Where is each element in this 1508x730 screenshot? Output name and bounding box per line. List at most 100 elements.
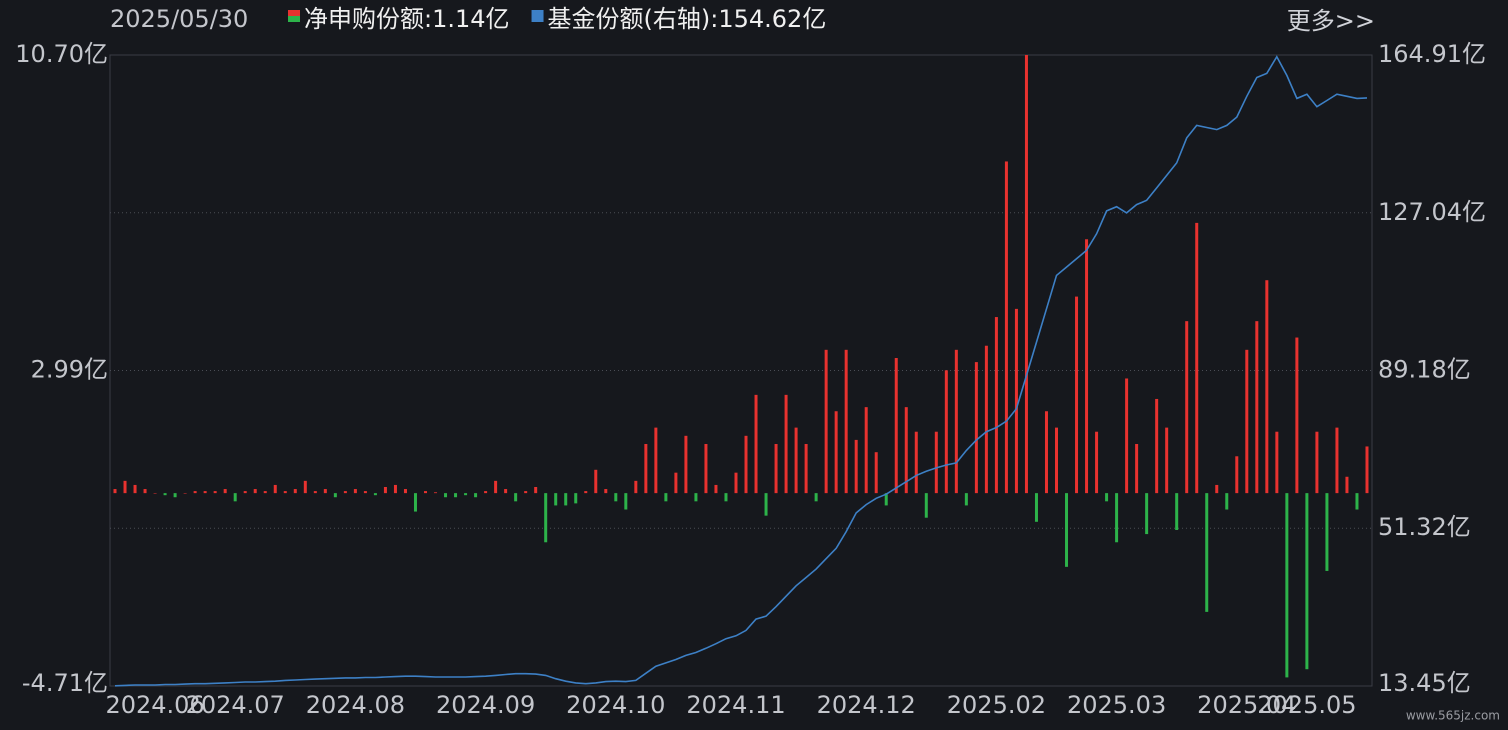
bar — [1275, 431, 1279, 494]
bar — [594, 469, 598, 494]
bar — [464, 493, 468, 496]
x-tick-label: 2024.07 — [186, 691, 285, 719]
bar — [1165, 427, 1169, 494]
bar — [373, 493, 377, 496]
more-link[interactable]: 更多>> — [1287, 7, 1375, 35]
bar — [243, 491, 247, 494]
bar — [854, 439, 858, 494]
bar — [323, 489, 327, 494]
bar — [1365, 446, 1369, 494]
bar — [233, 493, 237, 502]
bar — [1265, 280, 1269, 494]
bar — [253, 489, 257, 494]
bar — [784, 394, 788, 494]
bar — [1105, 493, 1109, 502]
bar — [994, 317, 998, 494]
bar — [544, 493, 548, 543]
bar — [203, 491, 207, 494]
bar — [1155, 398, 1159, 494]
y2-tick-label: 13.45亿 — [1378, 669, 1471, 697]
bar — [514, 493, 518, 502]
y-tick-label: -4.71亿 — [22, 669, 108, 697]
bar — [584, 491, 588, 494]
bar — [664, 493, 668, 502]
x-tick-label: 2024.11 — [686, 691, 785, 719]
bar — [183, 493, 187, 494]
y2-tick-label: 127.04亿 — [1378, 198, 1486, 226]
bar — [654, 427, 658, 494]
bar — [734, 472, 738, 494]
bar — [914, 431, 918, 494]
bar — [113, 489, 117, 494]
watermark: www.565jz.com — [1406, 709, 1500, 723]
bar — [964, 493, 968, 506]
bar — [1215, 484, 1219, 494]
bar — [1195, 222, 1199, 494]
bar — [193, 491, 197, 494]
bar — [1245, 349, 1249, 494]
bar — [954, 349, 958, 494]
bar — [1095, 431, 1099, 494]
legend-swatch — [531, 10, 544, 22]
bar — [313, 491, 317, 494]
bar — [1225, 493, 1229, 510]
bar — [1085, 239, 1089, 494]
bar — [1315, 431, 1319, 494]
bar — [173, 493, 177, 498]
bar — [744, 435, 748, 494]
bar — [814, 493, 818, 502]
date-label: 2025/05/30 — [110, 5, 248, 33]
bar — [1135, 444, 1139, 494]
bar — [223, 489, 227, 494]
bar — [1055, 427, 1058, 494]
bar — [524, 491, 528, 494]
x-tick-label: 2024.10 — [566, 691, 665, 719]
bar — [894, 358, 898, 494]
bar — [1034, 493, 1038, 522]
bar — [604, 489, 608, 494]
bar — [434, 492, 438, 494]
y2-tick-label: 51.32亿 — [1378, 513, 1471, 541]
bar — [944, 370, 948, 494]
bar — [614, 493, 618, 502]
bar — [1115, 493, 1119, 543]
bar — [383, 486, 387, 494]
bar — [153, 493, 157, 494]
bar — [974, 362, 978, 494]
bar — [213, 491, 217, 494]
bar — [714, 484, 718, 494]
bar — [494, 480, 498, 494]
bar — [1255, 321, 1259, 494]
bar — [393, 484, 397, 494]
x-tick-label: 2025.04 — [1197, 691, 1296, 719]
bar — [1205, 493, 1209, 612]
bar — [1014, 308, 1018, 494]
x-tick-label: 2024.08 — [306, 691, 405, 719]
bar — [283, 491, 287, 494]
bar — [1145, 493, 1149, 535]
bar — [794, 427, 798, 494]
bar — [1235, 456, 1239, 494]
bar — [674, 472, 678, 494]
bar — [824, 349, 828, 494]
legend-swatch — [288, 16, 300, 22]
bar — [143, 489, 147, 494]
bar — [263, 491, 267, 494]
legend-label: 基金份额(右轴):154.62亿 — [548, 5, 827, 33]
bar — [403, 489, 407, 494]
bar — [1185, 321, 1189, 494]
bar — [1065, 493, 1069, 567]
bar — [844, 349, 848, 494]
bar — [1024, 55, 1028, 494]
bar — [884, 493, 888, 506]
bar — [554, 493, 558, 506]
bar — [444, 493, 448, 498]
y2-tick-label: 164.91亿 — [1378, 40, 1486, 68]
y2-tick-label: 89.18亿 — [1378, 356, 1471, 384]
bar — [694, 493, 698, 502]
y-tick-label: 2.99亿 — [31, 356, 108, 384]
bar — [484, 491, 488, 494]
legend-swatch — [288, 10, 300, 16]
x-tick-label: 2025.02 — [947, 691, 1046, 719]
